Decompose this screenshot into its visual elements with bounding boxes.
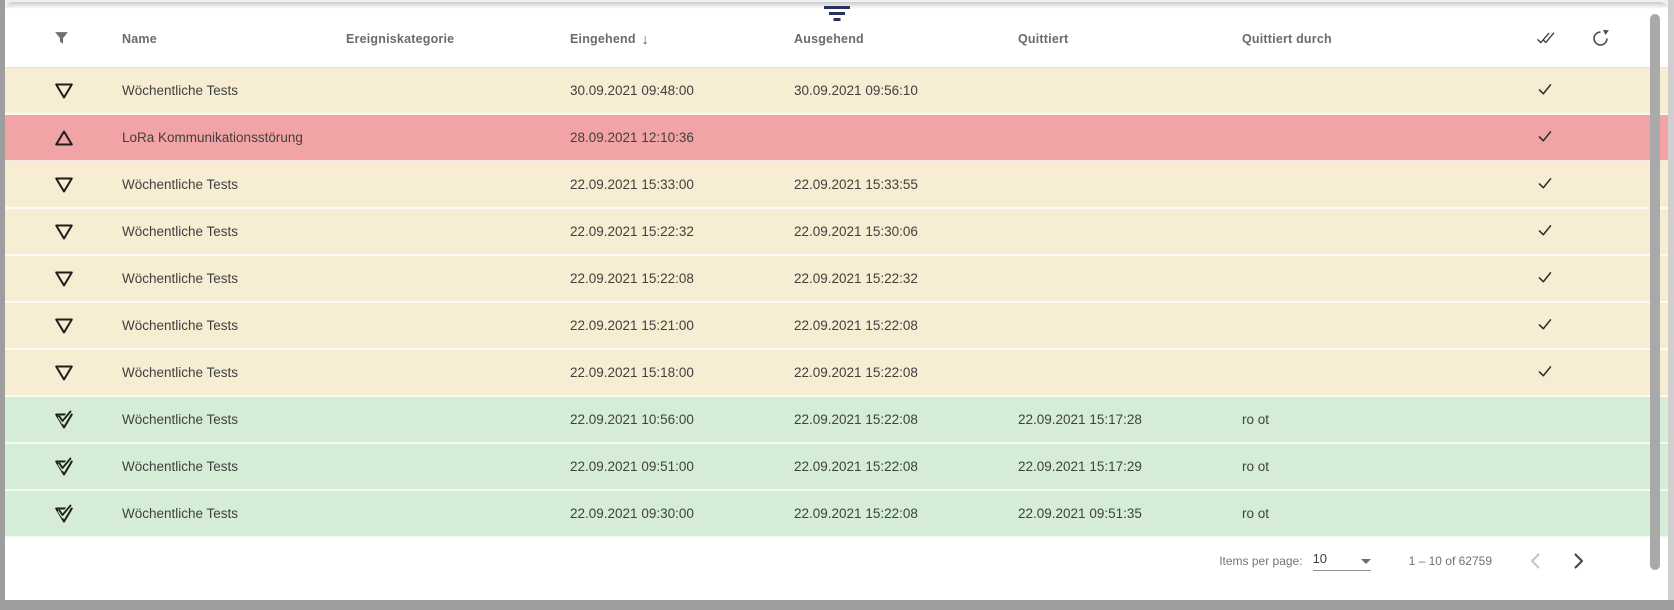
window-edge-right <box>1668 0 1674 610</box>
table-row[interactable]: Wöchentliche Tests 22.09.2021 15:22:32 2… <box>5 209 1668 256</box>
filter-list-icon[interactable] <box>823 4 851 29</box>
cell-incoming: 22.09.2021 10:56:00 <box>570 412 694 427</box>
triangle-down-check-icon <box>53 504 122 524</box>
range-label: 1 – 10 of 62759 <box>1408 554 1492 568</box>
check-icon <box>1536 222 1554 239</box>
window-edge-bottom <box>0 600 1674 610</box>
previous-page-button[interactable] <box>1526 551 1546 571</box>
cell-name: Wöchentliche Tests <box>122 83 239 98</box>
cell-incoming: 22.09.2021 15:21:00 <box>570 318 694 333</box>
check-icon <box>1536 363 1554 380</box>
cell-name: Wöchentliche Tests <box>122 177 239 192</box>
cell-outgoing: 22.09.2021 15:22:08 <box>794 412 918 427</box>
cell-outgoing: 22.09.2021 15:22:32 <box>794 271 918 286</box>
vertical-scrollbar-thumb[interactable] <box>1650 14 1660 570</box>
cell-name: Wöchentliche Tests <box>122 271 239 286</box>
cell-outgoing: 22.09.2021 15:22:08 <box>794 365 918 380</box>
triangle-up-icon <box>53 128 122 148</box>
cell-name: Wöchentliche Tests <box>122 224 239 239</box>
header-acknowledged: Quittiert <box>1018 31 1069 46</box>
cell-incoming: 22.09.2021 15:33:00 <box>570 177 694 192</box>
cell-outgoing: 22.09.2021 15:22:08 <box>794 506 918 521</box>
triangle-down-icon <box>53 175 122 195</box>
next-page-button[interactable] <box>1568 551 1588 571</box>
cell-name: Wöchentliche Tests <box>122 412 239 427</box>
acknowledge-button[interactable] <box>1536 316 1554 336</box>
cell-acknowledged: 22.09.2021 09:51:35 <box>1018 506 1142 521</box>
cell-acknowledged-by: ro ot <box>1242 412 1270 427</box>
table-row[interactable]: Wöchentliche Tests 22.09.2021 09:30:00 2… <box>5 491 1668 538</box>
table-row[interactable]: Wöchentliche Tests 22.09.2021 15:21:00 2… <box>5 303 1668 350</box>
triangle-down-icon <box>53 269 122 289</box>
chevron-down-icon <box>1360 559 1371 564</box>
table-row[interactable]: Wöchentliche Tests 30.09.2021 09:48:00 3… <box>5 68 1668 115</box>
funnel-icon <box>53 30 70 47</box>
cell-outgoing: 22.09.2021 15:33:55 <box>794 177 918 192</box>
acknowledge-button[interactable] <box>1536 222 1554 242</box>
cell-acknowledged: 22.09.2021 15:17:28 <box>1018 412 1142 427</box>
refresh-button[interactable] <box>1591 29 1610 48</box>
column-filter-button[interactable] <box>53 30 122 47</box>
page-size-value: 10 <box>1312 551 1328 566</box>
table-body: Wöchentliche Tests 30.09.2021 09:48:00 3… <box>5 68 1668 538</box>
cell-acknowledged-by: ro ot <box>1242 459 1270 474</box>
triangle-down-check-icon <box>53 457 122 477</box>
items-per-page-label: Items per page: <box>1219 554 1303 568</box>
events-table-card: Name Ereigniskategorie Eingehend ↓ Ausge… <box>5 2 1668 600</box>
check-icon <box>1536 128 1554 145</box>
table-row[interactable]: Wöchentliche Tests 22.09.2021 15:22:08 2… <box>5 256 1668 303</box>
header-category: Ereigniskategorie <box>346 31 455 46</box>
cell-name: Wöchentliche Tests <box>122 506 239 521</box>
cell-name: LoRa Kommunikationsstörung <box>122 130 303 145</box>
cell-name: Wöchentliche Tests <box>122 318 239 333</box>
acknowledge-button[interactable] <box>1536 363 1554 383</box>
check-icon <box>1536 175 1554 192</box>
check-icon <box>1536 81 1554 98</box>
cell-acknowledged-by: ro ot <box>1242 506 1270 521</box>
cell-outgoing: 30.09.2021 09:56:10 <box>794 83 918 98</box>
cell-outgoing: 22.09.2021 15:30:06 <box>794 224 918 239</box>
header-outgoing: Ausgehend <box>794 31 864 46</box>
cell-incoming: 22.09.2021 15:22:08 <box>570 271 694 286</box>
cell-name: Wöchentliche Tests <box>122 365 239 380</box>
window-edge-left <box>0 0 5 610</box>
double-check-icon <box>1535 30 1556 48</box>
table-row[interactable]: Wöchentliche Tests 22.09.2021 15:33:00 2… <box>5 162 1668 209</box>
sort-desc-icon: ↓ <box>641 30 649 47</box>
table-row[interactable]: Wöchentliche Tests 22.09.2021 10:56:00 2… <box>5 397 1668 444</box>
table-header-row: Name Ereigniskategorie Eingehend ↓ Ausge… <box>5 2 1668 68</box>
header-incoming-sort[interactable]: Eingehend ↓ <box>570 30 649 47</box>
cell-incoming: 22.09.2021 15:18:00 <box>570 365 694 380</box>
cell-incoming: 22.09.2021 09:51:00 <box>570 459 694 474</box>
refresh-icon <box>1591 29 1610 48</box>
cell-outgoing: 22.09.2021 15:22:08 <box>794 318 918 333</box>
cell-outgoing: 22.09.2021 15:22:08 <box>794 459 918 474</box>
cell-incoming: 28.09.2021 12:10:36 <box>570 130 694 145</box>
acknowledge-button[interactable] <box>1536 269 1554 289</box>
page-size-select[interactable]: 10 <box>1312 551 1371 571</box>
header-acknowledged-by: Quittiert durch <box>1242 31 1332 46</box>
acknowledge-button[interactable] <box>1536 128 1554 148</box>
acknowledge-button[interactable] <box>1536 175 1554 195</box>
cell-incoming: 22.09.2021 09:30:00 <box>570 506 694 521</box>
triangle-down-check-icon <box>53 410 122 430</box>
cell-acknowledged: 22.09.2021 15:17:29 <box>1018 459 1142 474</box>
paginator: Items per page: 10 1 – 10 of 62759 <box>5 538 1668 584</box>
triangle-down-icon <box>53 363 122 383</box>
header-name: Name <box>122 31 157 46</box>
check-icon <box>1536 316 1554 333</box>
table-row[interactable]: Wöchentliche Tests 22.09.2021 09:51:00 2… <box>5 444 1668 491</box>
triangle-down-icon <box>53 81 122 101</box>
cell-incoming: 22.09.2021 15:22:32 <box>570 224 694 239</box>
acknowledge-button[interactable] <box>1536 81 1554 101</box>
triangle-down-icon <box>53 222 122 242</box>
acknowledge-all-button[interactable] <box>1535 30 1556 48</box>
check-icon <box>1536 269 1554 286</box>
table-row[interactable]: LoRa Kommunikationsstörung 28.09.2021 12… <box>5 115 1668 162</box>
cell-incoming: 30.09.2021 09:48:00 <box>570 83 694 98</box>
cell-name: Wöchentliche Tests <box>122 459 239 474</box>
table-row[interactable]: Wöchentliche Tests 22.09.2021 15:18:00 2… <box>5 350 1668 397</box>
triangle-down-icon <box>53 316 122 336</box>
